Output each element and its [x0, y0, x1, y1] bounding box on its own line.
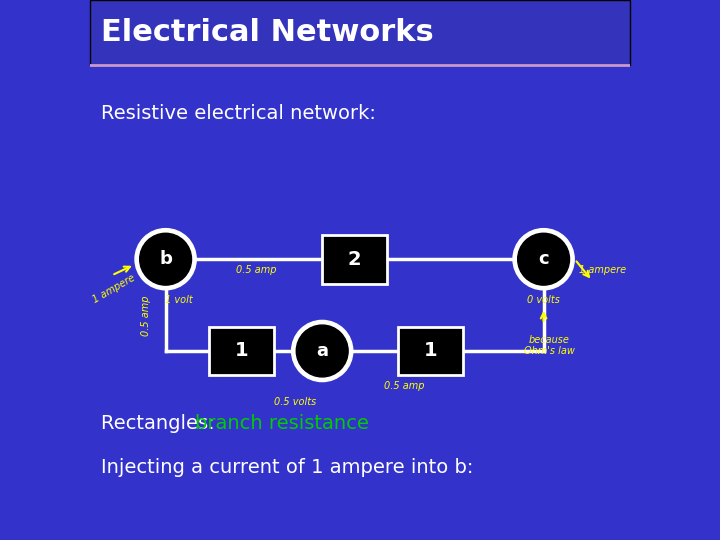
Text: 0.5 amp: 0.5 amp — [141, 296, 151, 336]
Text: Injecting a current of 1 ampere into b:: Injecting a current of 1 ampere into b: — [101, 457, 473, 477]
Text: b: b — [159, 250, 172, 268]
Text: 0.5 amp: 0.5 amp — [236, 265, 276, 275]
Bar — [323, 235, 387, 284]
Bar — [209, 327, 274, 375]
Text: branch resistance: branch resistance — [195, 414, 369, 434]
Text: Electrical Networks: Electrical Networks — [101, 18, 433, 47]
Text: because
Ohm's law: because Ohm's law — [523, 335, 575, 356]
Circle shape — [513, 228, 574, 290]
Text: 0.5 volts: 0.5 volts — [274, 397, 316, 407]
Text: a: a — [316, 342, 328, 360]
FancyBboxPatch shape — [90, 0, 630, 65]
Text: 1 ampere: 1 ampere — [91, 273, 138, 305]
Circle shape — [297, 325, 348, 377]
Text: Rectangles:: Rectangles: — [101, 414, 220, 434]
Circle shape — [135, 228, 196, 290]
Circle shape — [140, 233, 192, 285]
Text: 0 volts: 0 volts — [527, 295, 560, 305]
Circle shape — [518, 233, 570, 285]
Bar — [397, 327, 462, 375]
Text: 1 volt: 1 volt — [165, 295, 193, 305]
Text: 2: 2 — [348, 249, 361, 269]
Text: c: c — [539, 250, 549, 268]
Text: 1: 1 — [423, 341, 437, 361]
Text: Resistive electrical network:: Resistive electrical network: — [101, 104, 376, 123]
Text: 1: 1 — [235, 341, 248, 361]
Text: 0.5 amp: 0.5 amp — [384, 381, 425, 391]
Circle shape — [292, 320, 353, 382]
Text: 1 ampere: 1 ampere — [579, 265, 626, 275]
